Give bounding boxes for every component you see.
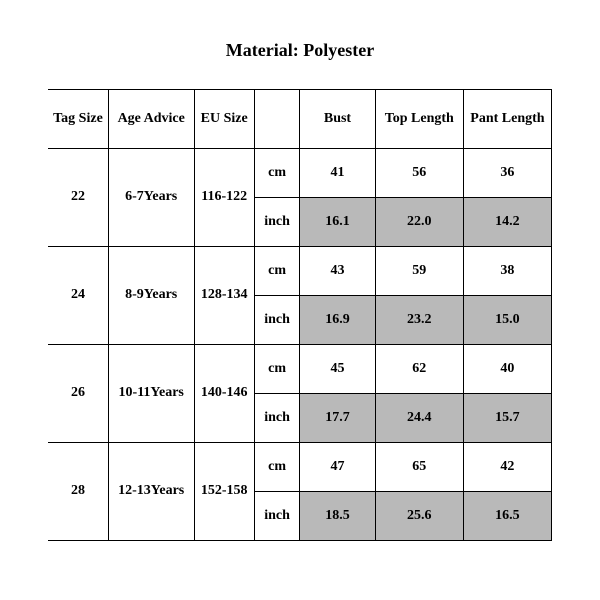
cell-pant-cm: 40 xyxy=(463,345,551,394)
cell-bust-inch: 16.9 xyxy=(300,296,376,345)
cell-pant-inch: 15.0 xyxy=(463,296,551,345)
cell-top-cm: 56 xyxy=(375,149,463,198)
table-row: 2812-13Years152-158cm476542 xyxy=(48,443,552,492)
cell-pant-cm: 38 xyxy=(463,247,551,296)
cell-tag-size: 28 xyxy=(48,443,108,541)
size-table: Tag Size Age Advice EU Size Bust Top Len… xyxy=(48,89,552,541)
table-row: 226-7Years116-122cm415636 xyxy=(48,149,552,198)
col-pant-length: Pant Length xyxy=(463,90,551,149)
col-eu-size: EU Size xyxy=(194,90,254,149)
cell-unit-inch: inch xyxy=(254,394,299,443)
page: Material: Polyester Tag Size Age Advice … xyxy=(0,0,600,600)
table-row: 2610-11Years140-146cm456240 xyxy=(48,345,552,394)
page-title: Material: Polyester xyxy=(48,40,552,61)
col-top-length: Top Length xyxy=(375,90,463,149)
cell-eu-size: 116-122 xyxy=(194,149,254,247)
cell-bust-cm: 41 xyxy=(300,149,376,198)
cell-age-advice: 6-7Years xyxy=(108,149,194,247)
cell-top-inch: 24.4 xyxy=(375,394,463,443)
cell-top-inch: 23.2 xyxy=(375,296,463,345)
cell-bust-inch: 16.1 xyxy=(300,198,376,247)
cell-age-advice: 12-13Years xyxy=(108,443,194,541)
cell-unit-inch: inch xyxy=(254,492,299,541)
cell-tag-size: 26 xyxy=(48,345,108,443)
cell-pant-cm: 42 xyxy=(463,443,551,492)
cell-top-inch: 25.6 xyxy=(375,492,463,541)
cell-top-cm: 59 xyxy=(375,247,463,296)
cell-tag-size: 22 xyxy=(48,149,108,247)
col-bust: Bust xyxy=(300,90,376,149)
cell-age-advice: 8-9Years xyxy=(108,247,194,345)
cell-tag-size: 24 xyxy=(48,247,108,345)
cell-bust-inch: 17.7 xyxy=(300,394,376,443)
table-row: 248-9Years128-134cm435938 xyxy=(48,247,552,296)
table-header-row: Tag Size Age Advice EU Size Bust Top Len… xyxy=(48,90,552,149)
cell-bust-inch: 18.5 xyxy=(300,492,376,541)
col-age-advice: Age Advice xyxy=(108,90,194,149)
cell-eu-size: 140-146 xyxy=(194,345,254,443)
cell-eu-size: 128-134 xyxy=(194,247,254,345)
cell-eu-size: 152-158 xyxy=(194,443,254,541)
cell-bust-cm: 45 xyxy=(300,345,376,394)
col-tag-size: Tag Size xyxy=(48,90,108,149)
cell-pant-cm: 36 xyxy=(463,149,551,198)
cell-pant-inch: 15.7 xyxy=(463,394,551,443)
col-unit xyxy=(254,90,299,149)
cell-unit-cm: cm xyxy=(254,149,299,198)
cell-unit-inch: inch xyxy=(254,296,299,345)
cell-pant-inch: 14.2 xyxy=(463,198,551,247)
cell-unit-cm: cm xyxy=(254,443,299,492)
cell-unit-cm: cm xyxy=(254,345,299,394)
cell-unit-cm: cm xyxy=(254,247,299,296)
cell-pant-inch: 16.5 xyxy=(463,492,551,541)
cell-age-advice: 10-11Years xyxy=(108,345,194,443)
cell-top-cm: 65 xyxy=(375,443,463,492)
cell-bust-cm: 47 xyxy=(300,443,376,492)
cell-bust-cm: 43 xyxy=(300,247,376,296)
cell-unit-inch: inch xyxy=(254,198,299,247)
cell-top-cm: 62 xyxy=(375,345,463,394)
cell-top-inch: 22.0 xyxy=(375,198,463,247)
